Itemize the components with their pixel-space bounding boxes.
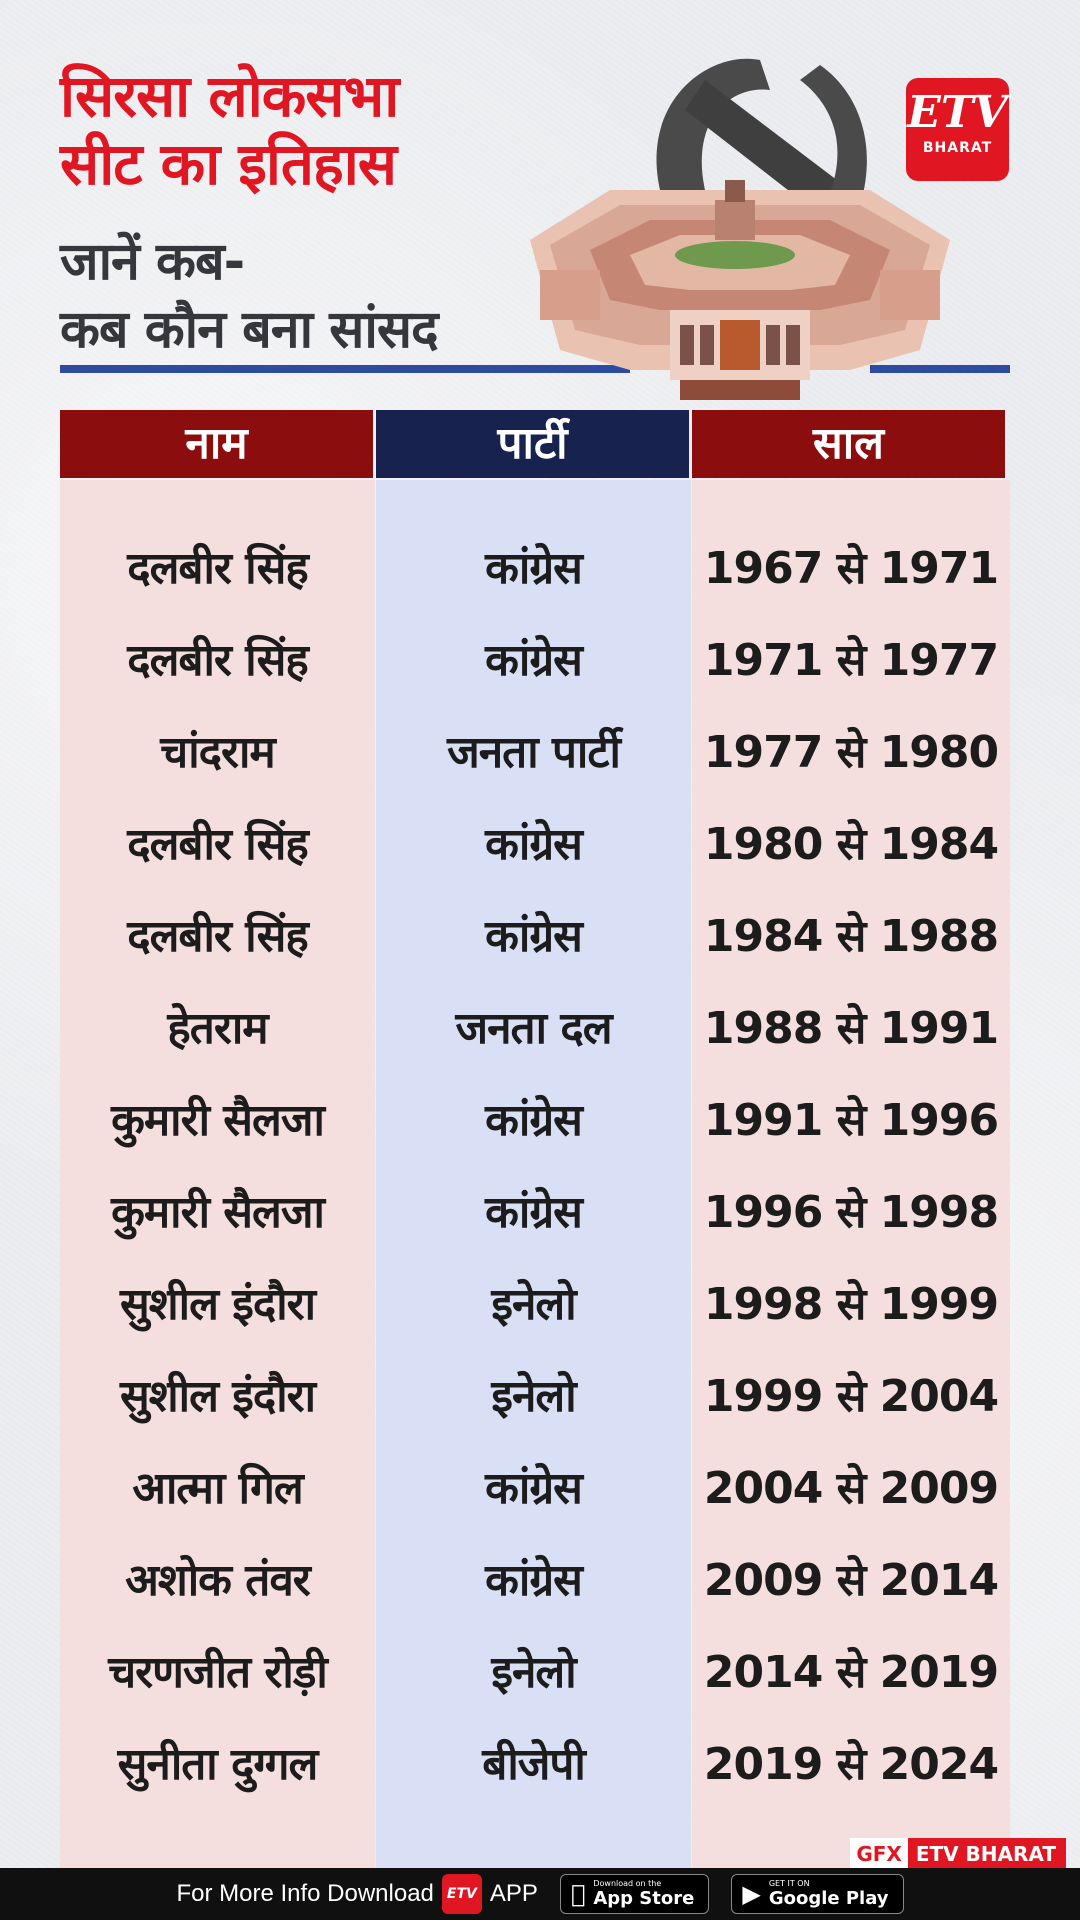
table-body: दलबीर सिंह कांग्रेस 1967 से 1971 दलबीर सिं… (60, 480, 1010, 1880)
cell-year: 1977 से 1980 (703, 727, 999, 778)
google-play-small: GET IT ON (761, 1879, 810, 1888)
download-footer: For More Info Download ETV APP  Downloa… (0, 1868, 1080, 1920)
cell-party: जनता दल (455, 1003, 612, 1054)
cell-party: कांग्रेस (485, 635, 583, 686)
header-year: साल (692, 410, 1005, 478)
cell-party: बीजेपी (482, 1739, 586, 1790)
cell-year: 1980 से 1984 (703, 819, 999, 870)
cell-name: आत्मा गिल (132, 1463, 303, 1514)
table-row: दलबीर सिंह कांग्रेस 1971 से 1977 (60, 612, 1010, 704)
table-rows: दलबीर सिंह कांग्रेस 1967 से 1971 दलबीर सिं… (60, 520, 1010, 1808)
cell-name: सुशील इंदौरा (120, 1279, 316, 1330)
year-column-bg (692, 480, 1010, 1880)
cell-party: कांग्रेस (485, 543, 583, 594)
cell-name: दलबीर सिंह (127, 543, 309, 594)
google-play-button[interactable]: ▶ GET IT ON Google Play (731, 1874, 904, 1914)
cell-party: कांग्रेस (485, 1187, 583, 1238)
cell-name: कुमारी सैलजा (111, 1187, 325, 1238)
cell-year: 1984 से 1988 (703, 911, 999, 962)
header-party: पार्टी (376, 410, 689, 478)
cell-party: इनेलो (491, 1371, 576, 1422)
cell-name: दलबीर सिंह (127, 911, 309, 962)
cell-year: 1999 से 2004 (703, 1371, 999, 1422)
cell-party: कांग्रेस (485, 819, 583, 870)
cell-name: अशोक तंवर (125, 1555, 311, 1606)
table-row: सुनीता दुग्गल बीजेपी 2019 से 2024 (60, 1716, 1010, 1808)
parliament-building-icon (530, 180, 950, 400)
table-row: सुशील इंदौरा इनेलो 1999 से 2004 (60, 1348, 1010, 1440)
cell-party: कांग्रेस (485, 1555, 583, 1606)
footer-text: For More Info Download (176, 1880, 434, 1907)
cell-name: चरणजीत रोड़ी (108, 1647, 328, 1698)
page-title: सिरसा लोकसभा सीट का इतिहास (60, 62, 399, 198)
cell-year: 1971 से 1977 (703, 635, 999, 686)
cell-year: 1996 से 1998 (703, 1187, 999, 1238)
table-row: दलबीर सिंह कांग्रेस 1980 से 1984 (60, 796, 1010, 888)
table-row: कुमारी सैलजा कांग्रेस 1991 से 1996 (60, 1072, 1010, 1164)
table-row: सुशील इंदौरा इनेलो 1998 से 1999 (60, 1256, 1010, 1348)
mp-history-table: नाम पार्टी साल दलबीर सिंह कांग्रेस 1967 से… (60, 410, 1010, 1880)
cell-name: दलबीर सिंह (127, 635, 309, 686)
cell-name: सुशील इंदौरा (120, 1371, 316, 1422)
cell-name: कुमारी सैलजा (111, 1095, 325, 1146)
table-row: हेतराम जनता दल 1988 से 1991 (60, 980, 1010, 1072)
etv-app-icon[interactable]: ETV (441, 1874, 482, 1914)
cell-party: इनेलो (491, 1647, 576, 1698)
table-row: चांदराम जनता पार्टी 1977 से 1980 (60, 704, 1010, 796)
gfx-credit-badge: GFX ETV BHARAT (850, 1838, 1066, 1870)
header-name: नाम (60, 410, 373, 478)
table-row: कुमारी सैलजा कांग्रेस 1996 से 1998 (60, 1164, 1010, 1256)
table-row: दलबीर सिंह कांग्रेस 1967 से 1971 (60, 520, 1010, 612)
table-row: अशोक तंवर कांग्रेस 2009 से 2014 (60, 1532, 1010, 1624)
cell-party: कांग्रेस (485, 911, 583, 962)
cell-party: कांग्रेस (485, 1463, 583, 1514)
cell-year: 1991 से 1996 (703, 1095, 999, 1146)
title-underline-left (60, 365, 630, 373)
cell-year: 1988 से 1991 (703, 1003, 999, 1054)
table-header: नाम पार्टी साल (60, 410, 1010, 478)
cell-year: 2014 से 2019 (703, 1647, 999, 1698)
table-row: चरणजीत रोड़ी इनेलो 2014 से 2019 (60, 1624, 1010, 1716)
table-row: आत्मा गिल कांग्रेस 2004 से 2009 (60, 1440, 1010, 1532)
title-line-2: सीट का इतिहास (60, 130, 397, 198)
logo-bharat-text: BHARAT (922, 140, 993, 156)
etv-bharat-logo: ETV BHARAT (906, 78, 1009, 181)
page-subtitle: जानें कब- कब कौन बना सांसद (60, 228, 439, 364)
name-column-bg (60, 480, 375, 1880)
cell-year: 2004 से 2009 (703, 1463, 999, 1514)
logo-etv-text: ETV (907, 87, 1008, 138)
google-play-big: Google Play (761, 1888, 889, 1909)
title-underline-right (870, 365, 1010, 373)
credit-brand: ETV BHARAT (915, 1842, 1056, 1866)
cell-party: इनेलो (491, 1279, 576, 1330)
title-line-1: सिरसा लोकसभा (60, 62, 399, 130)
cell-name: सुनीता दुग्गल (117, 1739, 319, 1790)
app-store-button[interactable]:  Download on the App Store (559, 1874, 710, 1914)
cell-name: दलबीर सिंह (127, 819, 309, 870)
footer-app-label: APP (489, 1880, 538, 1907)
party-column-bg (376, 480, 691, 1880)
cell-party: कांग्रेस (485, 1095, 583, 1146)
subtitle-line-1: जानें कब- (60, 232, 245, 292)
google-play-icon: ▶ (735, 1880, 760, 1908)
app-store-small: Download on the (586, 1879, 661, 1888)
parliament-illustration (530, 58, 950, 400)
apple-icon:  (571, 1880, 585, 1908)
app-store-big: App Store (586, 1888, 694, 1909)
subtitle-line-2: कब कौन बना सांसद (60, 300, 439, 360)
cell-name: हेतराम (167, 1003, 268, 1054)
cell-year: 2009 से 2014 (703, 1555, 999, 1606)
cell-party: जनता पार्टी (447, 727, 621, 778)
cell-year: 1967 से 1971 (703, 543, 999, 594)
cell-name: चांदराम (160, 727, 275, 778)
cell-year: 2019 से 2024 (703, 1739, 999, 1790)
cell-year: 1998 से 1999 (703, 1279, 999, 1330)
table-row: दलबीर सिंह कांग्रेस 1984 से 1988 (60, 888, 1010, 980)
gfx-label: GFX (850, 1838, 908, 1870)
